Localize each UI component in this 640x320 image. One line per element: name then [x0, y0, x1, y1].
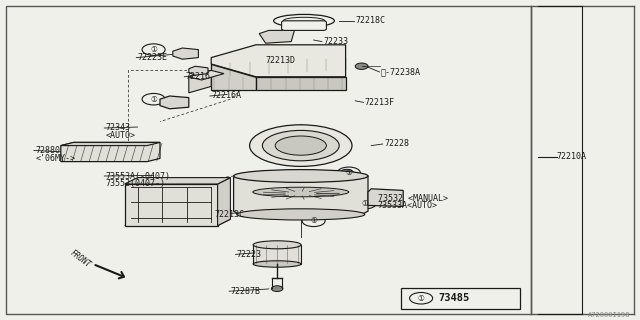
Polygon shape	[125, 184, 218, 226]
Polygon shape	[234, 176, 368, 216]
Bar	[6, 6, 531, 314]
Text: 72216: 72216	[186, 72, 211, 81]
Circle shape	[340, 169, 353, 176]
Polygon shape	[211, 45, 346, 77]
Circle shape	[355, 63, 368, 69]
Text: 72880: 72880	[35, 146, 60, 155]
Ellipse shape	[253, 187, 349, 197]
Polygon shape	[189, 70, 211, 93]
Text: ①: ①	[150, 95, 157, 104]
Polygon shape	[125, 178, 230, 184]
Polygon shape	[253, 245, 301, 264]
Text: 72223E: 72223E	[138, 53, 168, 62]
Text: 72228: 72228	[384, 140, 409, 148]
Ellipse shape	[274, 14, 334, 27]
Text: ①: ①	[418, 294, 424, 303]
Text: <AUTO>: <AUTO>	[106, 132, 136, 140]
Polygon shape	[189, 70, 224, 80]
Text: 72213C: 72213C	[214, 210, 244, 219]
Text: 72210A: 72210A	[557, 152, 587, 161]
Polygon shape	[368, 189, 403, 206]
FancyBboxPatch shape	[282, 21, 326, 30]
Text: ①: ①	[310, 216, 317, 225]
Polygon shape	[61, 142, 160, 162]
Ellipse shape	[283, 17, 325, 24]
Ellipse shape	[253, 261, 301, 267]
Text: ①: ①	[346, 168, 352, 177]
Polygon shape	[259, 30, 294, 43]
Text: 72287B: 72287B	[230, 287, 260, 296]
Ellipse shape	[237, 209, 365, 220]
Polygon shape	[189, 66, 208, 75]
Text: 73533A<AUTO>: 73533A<AUTO>	[378, 201, 438, 210]
Polygon shape	[173, 48, 198, 59]
Text: ①: ①	[150, 45, 157, 54]
Circle shape	[271, 286, 283, 292]
Polygon shape	[61, 142, 160, 146]
Text: A72000I198: A72000I198	[588, 312, 630, 318]
Text: 72218C: 72218C	[355, 16, 385, 25]
Text: 72213D: 72213D	[266, 56, 296, 65]
Text: 72216A: 72216A	[211, 92, 241, 100]
Text: 72343: 72343	[106, 124, 131, 132]
Ellipse shape	[262, 131, 339, 161]
Circle shape	[359, 200, 371, 206]
Polygon shape	[211, 64, 256, 90]
Text: FRONT: FRONT	[68, 249, 92, 270]
Text: 72233: 72233	[323, 37, 348, 46]
Polygon shape	[256, 77, 346, 90]
Ellipse shape	[234, 170, 368, 182]
Text: ⓞ-72238A: ⓞ-72238A	[381, 68, 421, 76]
Text: 72213F: 72213F	[365, 98, 395, 107]
Circle shape	[377, 199, 388, 204]
FancyBboxPatch shape	[401, 288, 520, 309]
Text: 72223: 72223	[237, 250, 262, 259]
Text: <'06MY->: <'06MY->	[35, 154, 76, 163]
Ellipse shape	[253, 241, 301, 249]
Polygon shape	[160, 96, 189, 109]
Text: 73553A(-0407): 73553A(-0407)	[106, 172, 171, 180]
Polygon shape	[125, 219, 230, 226]
Text: 73553(0407-): 73553(0407-)	[106, 179, 166, 188]
Ellipse shape	[275, 136, 326, 155]
Ellipse shape	[250, 125, 352, 166]
Polygon shape	[218, 178, 230, 226]
Text: ①: ①	[362, 199, 368, 208]
Text: 73485: 73485	[438, 293, 470, 303]
Text: 73532 <MANUAL>: 73532 <MANUAL>	[378, 194, 447, 203]
